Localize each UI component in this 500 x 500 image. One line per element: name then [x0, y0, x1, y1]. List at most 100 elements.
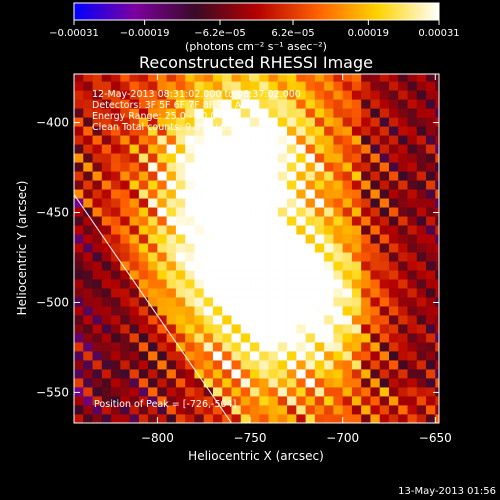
heatmap-cell: [333, 198, 344, 208]
heatmap-cell: [407, 162, 418, 172]
heatmap-cell: [314, 74, 325, 82]
heatmap-cell: [185, 189, 195, 199]
heatmap-cell: [185, 369, 195, 379]
heatmap-cell: [379, 108, 390, 118]
heatmap-cell: [175, 234, 186, 244]
heatmap-cell: [250, 333, 260, 343]
heatmap-cell: [175, 144, 186, 154]
heatmap-cell: [333, 135, 344, 145]
heatmap-cell: [333, 288, 344, 298]
heatmap-cell: [203, 297, 214, 307]
heatmap-cell: [74, 74, 84, 82]
heatmap-cell: [111, 378, 121, 388]
heatmap-cell: [212, 279, 223, 289]
heatmap-cell: [296, 180, 306, 190]
heatmap-cell: [194, 279, 205, 289]
heatmap-cell: [370, 414, 381, 423]
heatmap-cell: [185, 414, 195, 423]
heatmap-cell: [407, 324, 418, 334]
heatmap-cell: [185, 360, 195, 370]
heatmap-cell: [435, 198, 439, 208]
heatmap-cell: [277, 351, 288, 361]
heatmap-cell: [83, 243, 93, 253]
heatmap-cell: [129, 297, 140, 307]
heatmap-cell: [111, 351, 121, 361]
heatmap-cell: [342, 396, 353, 406]
heatmap-cell: [157, 198, 168, 208]
heatmap-cell: [240, 234, 251, 244]
heatmap-cell: [342, 288, 353, 298]
heatmap-cell: [379, 216, 390, 226]
heatmap-cell: [203, 261, 214, 271]
heatmap-cell: [259, 74, 269, 82]
heatmap-cell: [342, 405, 353, 415]
heatmap-cell: [166, 405, 177, 415]
heatmap-cell: [138, 144, 149, 154]
heatmap-cell: [426, 414, 436, 423]
heatmap-cell: [287, 387, 297, 397]
heatmap-cell: [222, 144, 232, 154]
heatmap-cell: [138, 378, 149, 388]
heatmap-cell: [129, 369, 140, 379]
heatmap-cell: [222, 90, 232, 100]
heatmap-cell: [74, 234, 84, 244]
heatmap-cell: [333, 252, 344, 262]
heatmap-cell: [166, 162, 177, 172]
heatmap-cell: [416, 225, 427, 235]
heatmap-cell: [101, 333, 112, 343]
heatmap-cell: [157, 324, 168, 334]
heatmap-cell: [157, 351, 168, 361]
heatmap-cell: [175, 153, 186, 163]
heatmap-cell: [435, 225, 439, 235]
colorbar-strip: [73, 2, 440, 21]
heatmap-cell: [222, 216, 232, 226]
heatmap-cell: [259, 414, 269, 423]
heatmap-cell: [175, 243, 186, 253]
heatmap-cell: [305, 216, 316, 226]
heatmap-cell: [231, 198, 242, 208]
heatmap-cell: [407, 216, 418, 226]
heatmap-cell: [194, 270, 205, 280]
heatmap-cell: [231, 396, 242, 406]
heatmap-cell: [416, 342, 427, 352]
heatmap-cell: [426, 387, 436, 397]
heatmap-cell: [194, 153, 205, 163]
heatmap-cell: [101, 414, 112, 423]
heatmap-cell: [324, 297, 334, 307]
heatmap-cell: [305, 252, 316, 262]
heatmap-cell: [314, 333, 325, 343]
heatmap-cell: [277, 117, 288, 127]
heatmap-cell: [222, 405, 232, 415]
heatmap-cell: [166, 324, 177, 334]
heatmap-cell: [194, 315, 205, 325]
heatmap-cell: [407, 117, 418, 127]
heatmap-cell: [314, 108, 325, 118]
heatmap-cell: [83, 333, 93, 343]
heatmap-cell: [148, 135, 158, 145]
heatmap-cell: [120, 198, 130, 208]
heatmap-cell: [361, 342, 371, 352]
heatmap-cell: [111, 261, 121, 271]
heatmap-cell: [259, 225, 269, 235]
heatmap-cell: [324, 333, 334, 343]
heatmap-cell: [287, 234, 297, 244]
heatmap-cell: [83, 396, 93, 406]
heatmap-cell: [222, 270, 232, 280]
heatmap-cell: [194, 324, 205, 334]
colorbar-tick-label: 6.2e−05: [271, 28, 314, 39]
heatmap-cell: [416, 369, 427, 379]
heatmap-cell: [185, 252, 195, 262]
heatmap-cell: [287, 405, 297, 415]
heatmap-cell: [361, 234, 371, 244]
heatmap-cell: [222, 189, 232, 199]
heatmap-cell: [222, 333, 232, 343]
heatmap-cell: [407, 333, 418, 343]
heatmap-cell: [175, 252, 186, 262]
heatmap-cell: [370, 207, 381, 217]
heatmap-cell: [250, 360, 260, 370]
heatmap-cell: [185, 288, 195, 298]
heatmap-cell: [324, 252, 334, 262]
heatmap-cell: [314, 171, 325, 181]
heatmap-cell: [370, 324, 381, 334]
heatmap-cell: [398, 360, 408, 370]
